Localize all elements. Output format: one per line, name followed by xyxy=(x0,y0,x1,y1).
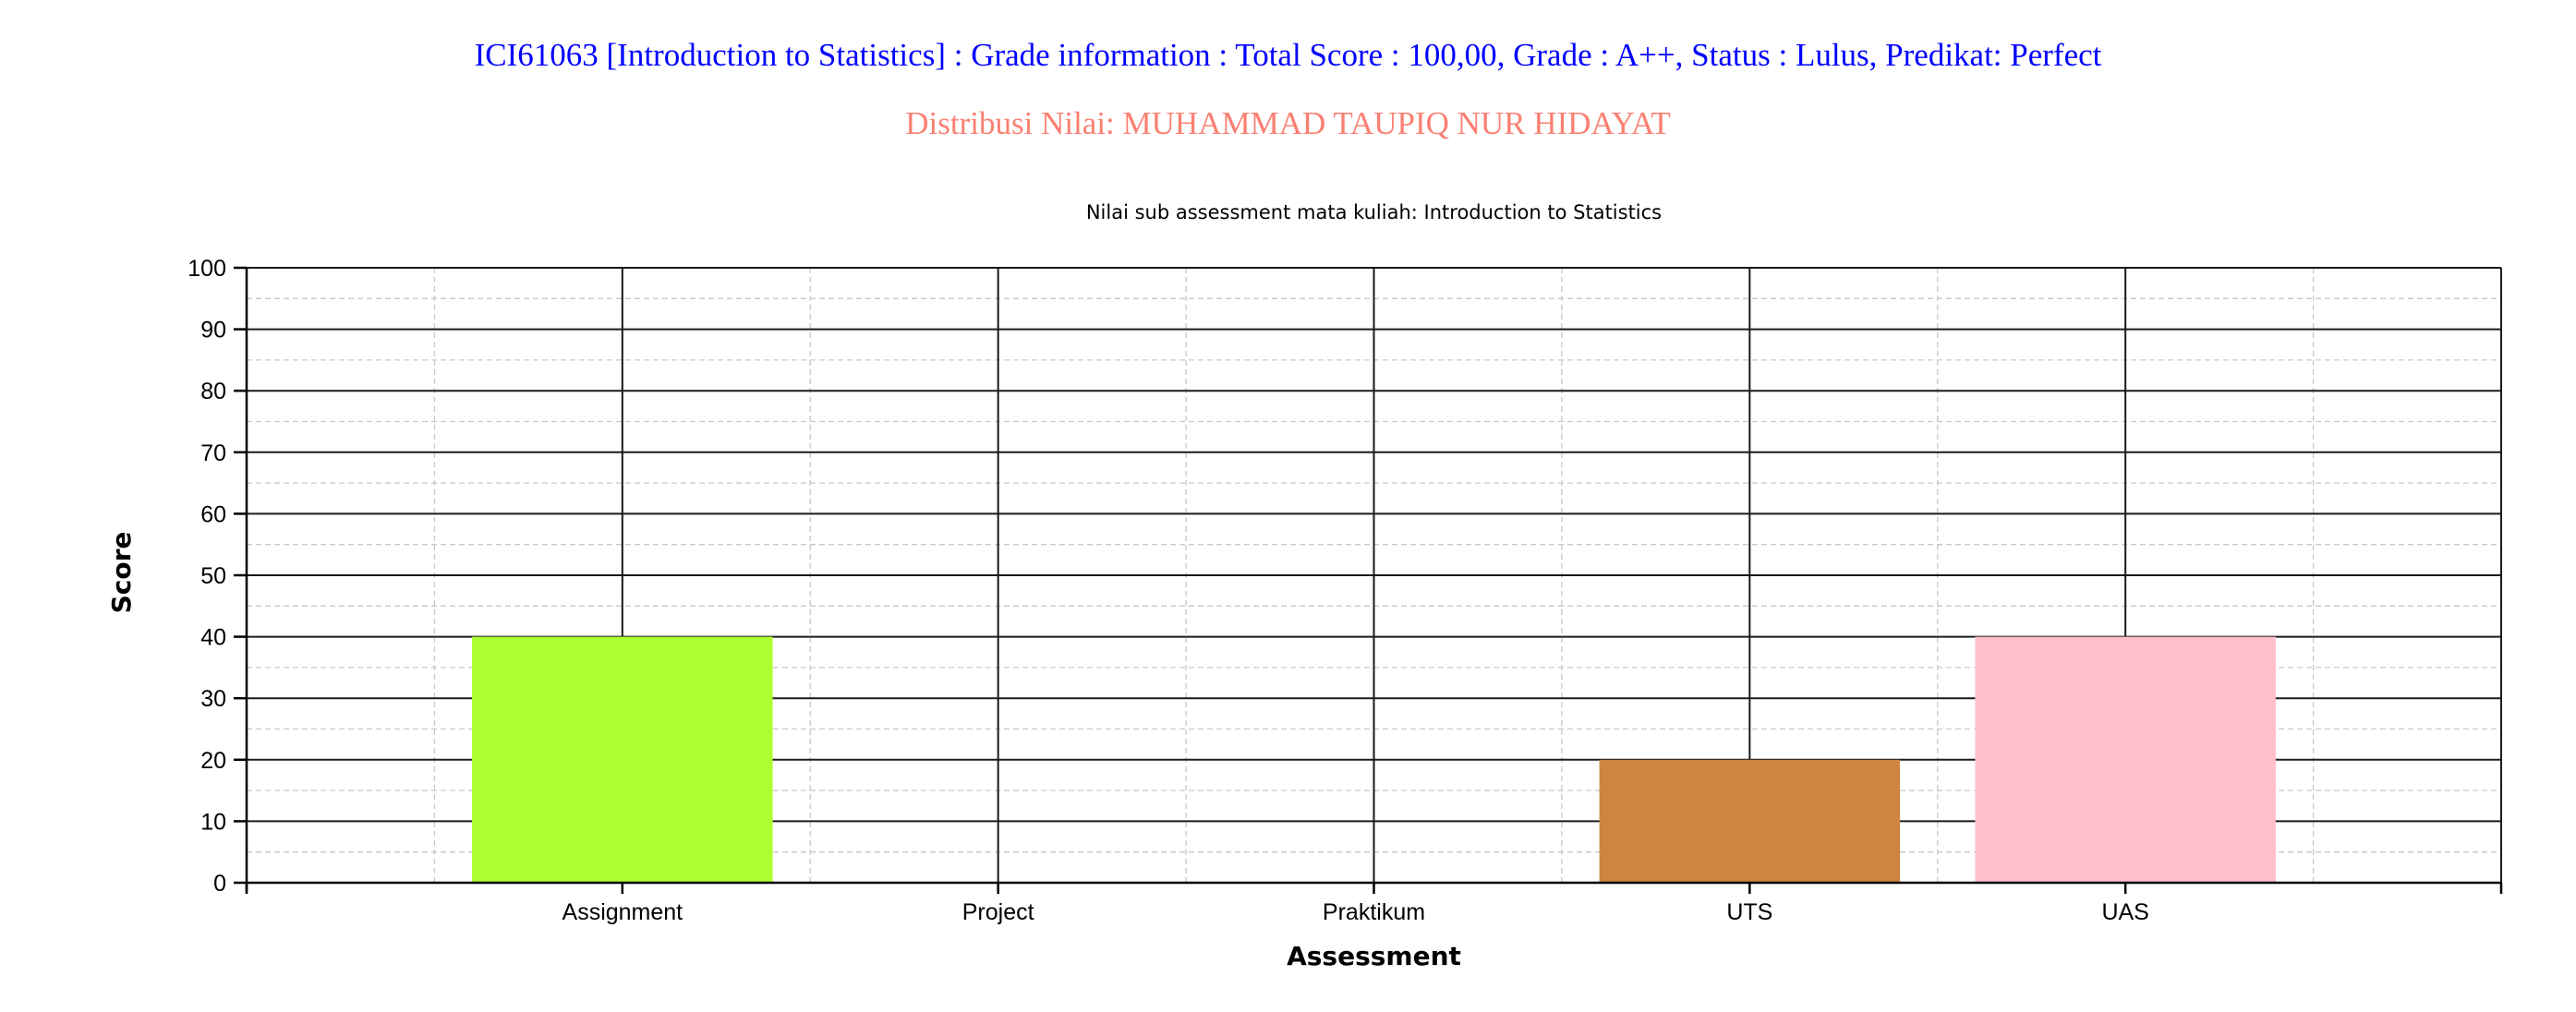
x-tick-label-uts: UTS xyxy=(1726,899,1772,925)
bar-assignment xyxy=(472,636,773,883)
y-tick-label: 40 xyxy=(200,625,226,651)
x-axis-label: Assessment xyxy=(1287,941,1461,971)
y-tick-label: 30 xyxy=(200,686,226,712)
bar-uts xyxy=(1599,759,1901,883)
x-tick-label-praktikum: Praktikum xyxy=(1323,899,1425,925)
x-tick-label-project: Project xyxy=(962,899,1034,925)
y-axis-label: Score xyxy=(106,532,137,614)
page-title: ICI61063 [Introduction to Statistics] : … xyxy=(474,37,2102,73)
y-tick-label: 10 xyxy=(200,809,226,835)
y-tick-label: 0 xyxy=(213,871,226,897)
x-tick-label-assignment: Assignment xyxy=(562,899,683,925)
bar-uas xyxy=(1975,636,2276,883)
y-tick-label: 80 xyxy=(200,379,226,404)
y-tick-label: 50 xyxy=(200,563,226,589)
page-subtitle: Distribusi Nilai: MUHAMMAD TAUPIQ NUR HI… xyxy=(905,105,1671,141)
axis-layer: 0 10 20 30 40 50 60 70 80 90 100 Assignment Project P… xyxy=(187,256,2503,925)
chart-title: Nilai sub assessment mata kuliah: Introd… xyxy=(1086,201,1662,223)
y-tick-label: 100 xyxy=(187,256,226,282)
y-tick-label: 20 xyxy=(200,748,226,774)
y-tick-label: 90 xyxy=(200,318,226,343)
y-tick-label: 70 xyxy=(200,440,226,466)
y-tick-label: 60 xyxy=(200,501,226,527)
x-tick-label-uas: UAS xyxy=(2101,899,2148,925)
bar-layer xyxy=(472,636,2276,883)
